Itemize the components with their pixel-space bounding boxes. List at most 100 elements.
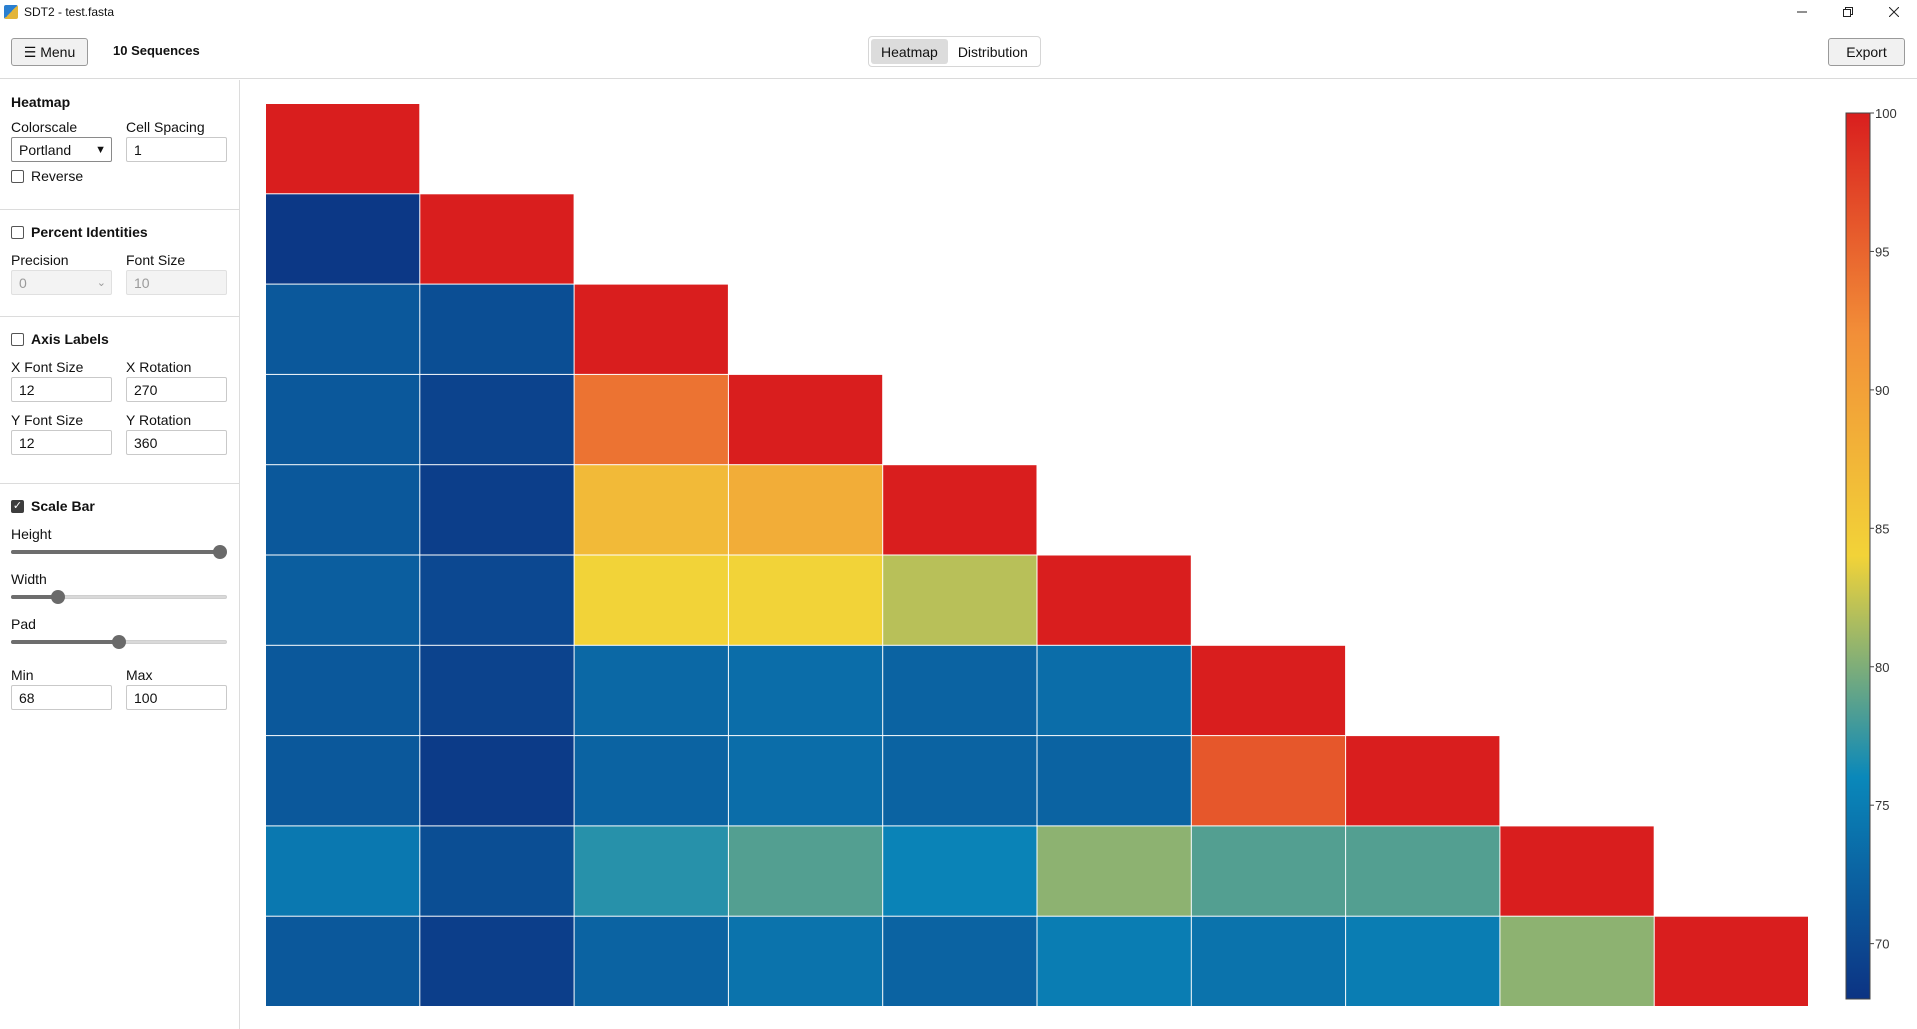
heatmap-cell-5-4 xyxy=(883,555,1037,645)
cell-spacing-input[interactable]: 1 xyxy=(126,137,227,162)
heatmap-section: Heatmap Colorscale Portland ▼ Cell Spaci… xyxy=(0,80,239,210)
heatmap-cell-7-7 xyxy=(1346,736,1500,826)
heatmap-cell-5-1 xyxy=(420,555,574,645)
colorbar-tick-label: 100 xyxy=(1875,106,1897,121)
heatmap-cell-9-7 xyxy=(1346,916,1500,1006)
axis-labels-checkbox[interactable] xyxy=(11,332,24,346)
x-rotation-label: X Rotation xyxy=(126,359,192,375)
heatmap-cell-8-6 xyxy=(1191,826,1346,916)
width-slider[interactable] xyxy=(11,590,227,604)
heatmap-cell-5-0 xyxy=(266,555,420,645)
restore-icon[interactable] xyxy=(1825,0,1871,24)
close-icon[interactable] xyxy=(1871,0,1917,24)
heatmap-cell-6-1 xyxy=(420,645,574,736)
pad-slider-thumb[interactable] xyxy=(112,635,126,649)
menu-button[interactable]: ☰ Menu xyxy=(11,38,88,66)
colorscale-label: Colorscale xyxy=(11,119,78,135)
heatmap-panel: 100 95 90 85 80 75 70 xyxy=(241,80,1917,1029)
y-rotation-input[interactable]: 360 xyxy=(126,430,227,455)
y-font-size-label: Y Font Size xyxy=(11,412,84,428)
colorbar-tick-label: 75 xyxy=(1875,798,1889,813)
colorscale-select[interactable]: Portland ▼ xyxy=(11,137,112,162)
percent-identities-option[interactable]: Percent Identities xyxy=(11,224,228,240)
percent-identities-title: Percent Identities xyxy=(31,224,148,240)
y-font-size-input[interactable]: 12 xyxy=(11,430,112,455)
y-rotation-label: Y Rotation xyxy=(126,412,192,428)
precision-value: 0 xyxy=(19,274,27,291)
colorbar-tick-label: 85 xyxy=(1875,521,1889,536)
max-input[interactable]: 100 xyxy=(126,685,227,710)
toolbar: ☰ Menu 10 Sequences Heatmap Distribution… xyxy=(0,24,1917,79)
scale-bar-section: ✓ Scale Bar Height Width Pad xyxy=(0,484,239,710)
reverse-checkbox[interactable] xyxy=(11,169,24,183)
axis-labels-title: Axis Labels xyxy=(31,331,109,347)
heatmap-cell-9-1 xyxy=(420,916,574,1006)
heatmap-cell-8-7 xyxy=(1346,826,1500,916)
axis-labels-option[interactable]: Axis Labels xyxy=(11,331,228,347)
font-size-label: Font Size xyxy=(126,252,186,268)
heatmap-cell-5-3 xyxy=(728,555,883,645)
heatmap-cell-4-2 xyxy=(574,465,728,555)
x-font-size-input[interactable]: 12 xyxy=(11,377,112,402)
heatmap-cell-6-0 xyxy=(266,645,420,736)
heatmap-cell-8-5 xyxy=(1037,826,1191,916)
heatmap-cell-9-4 xyxy=(883,916,1037,1006)
colorbar xyxy=(1845,112,1871,1000)
precision-label: Precision xyxy=(11,252,69,268)
heatmap-cell-9-8 xyxy=(1500,916,1654,1006)
colorbar-tick-label: 95 xyxy=(1875,244,1889,259)
height-slider-thumb[interactable] xyxy=(213,545,227,559)
heatmap-cell-2-2 xyxy=(574,284,728,374)
heatmap-cell-9-0 xyxy=(266,916,420,1006)
heatmap-cell-4-1 xyxy=(420,465,574,555)
export-button[interactable]: Export xyxy=(1828,38,1905,66)
tab-distribution[interactable]: Distribution xyxy=(957,43,1028,60)
scale-bar-checkbox[interactable]: ✓ xyxy=(11,499,24,513)
tab-heatmap[interactable]: Heatmap xyxy=(871,39,948,64)
colorscale-value: Portland xyxy=(19,141,72,158)
heatmap-cell-8-1 xyxy=(420,826,574,916)
heatmap-cell-8-4 xyxy=(883,826,1037,916)
x-rotation-input[interactable]: 270 xyxy=(126,377,227,402)
menu-button-label: ☰ Menu xyxy=(23,43,76,60)
heatmap-cell-9-3 xyxy=(728,916,883,1006)
percent-identities-checkbox[interactable] xyxy=(11,225,24,239)
window-controls xyxy=(1779,0,1917,24)
colorbar-tick-label: 70 xyxy=(1875,937,1889,952)
heatmap-cell-3-1 xyxy=(420,374,574,465)
heatmap-cell-5-5 xyxy=(1037,555,1191,645)
heatmap-cell-3-2 xyxy=(574,374,728,465)
heatmap-cell-8-2 xyxy=(574,826,728,916)
heatmap-cell-8-8 xyxy=(1500,826,1654,916)
min-input[interactable]: 68 xyxy=(11,685,112,710)
heatmap-cell-9-6 xyxy=(1191,916,1346,1006)
scale-bar-option[interactable]: ✓ Scale Bar xyxy=(11,498,228,514)
font-size-input[interactable]: 10 xyxy=(126,270,227,295)
reverse-option[interactable]: Reverse xyxy=(11,168,228,184)
minimize-icon[interactable] xyxy=(1779,0,1825,24)
precision-select[interactable]: 0 ⌄ xyxy=(11,270,112,295)
reverse-label: Reverse xyxy=(31,168,84,184)
width-slider-fill xyxy=(11,595,59,599)
heatmap-cell-6-5 xyxy=(1037,645,1191,736)
pad-slider[interactable] xyxy=(11,635,227,649)
heatmap-section-title: Heatmap xyxy=(11,94,71,110)
heatmap-cell-7-3 xyxy=(728,736,883,826)
heatmap-cell-7-4 xyxy=(883,736,1037,826)
max-label: Max xyxy=(126,667,153,683)
percent-identities-section: Percent Identities Precision 0 ⌄ Font Si… xyxy=(0,210,239,317)
heatmap-cell-7-5 xyxy=(1037,736,1191,826)
height-slider[interactable] xyxy=(11,545,227,559)
heatmap-cell-7-2 xyxy=(574,736,728,826)
width-slider-thumb[interactable] xyxy=(51,590,66,604)
heatmap-cell-4-4 xyxy=(883,465,1037,555)
scale-bar-title: Scale Bar xyxy=(31,498,95,514)
window-title: SDT2 - test.fasta xyxy=(24,5,115,19)
heatmap-cell-6-3 xyxy=(728,645,883,736)
heatmap-cell-8-0 xyxy=(266,826,420,916)
settings-sidebar: Heatmap Colorscale Portland ▼ Cell Spaci… xyxy=(0,80,240,1029)
heatmap-cell-7-0 xyxy=(266,736,420,826)
heatmap-cell-4-0 xyxy=(266,465,420,555)
heatmap-cell-9-5 xyxy=(1037,916,1191,1006)
